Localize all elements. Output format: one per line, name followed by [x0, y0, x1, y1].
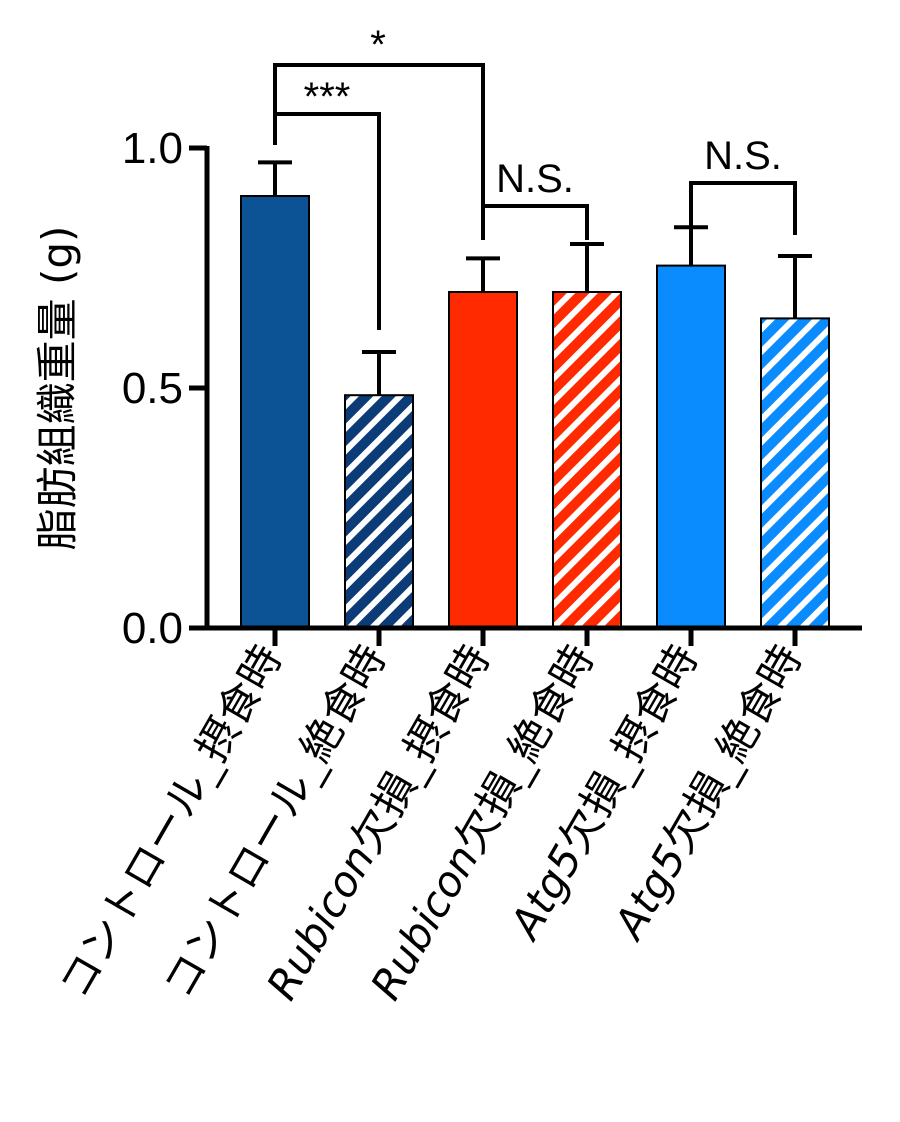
significance-label: *** [304, 75, 351, 119]
significance-bracket [689, 181, 797, 235]
bar [240, 195, 310, 629]
significance-bracket [273, 63, 485, 240]
bar [448, 291, 518, 629]
y-axis-label: 脂肪組織重量 (g) [33, 226, 82, 551]
significance-label: N.S. [496, 157, 574, 201]
significance-bracket [481, 204, 589, 240]
axes-layer: 0.0 0.5 1.0 [122, 124, 862, 653]
bar [344, 394, 414, 630]
significance-label: N.S. [704, 134, 782, 178]
y-tick-label: 0.0 [122, 604, 183, 653]
significance-layer: ****N.S.N.S. [273, 23, 797, 330]
category-labels: コントロール_摂食時コントロール_絶食時Rubicon欠損_摂食時Rubicon… [50, 637, 812, 1008]
bar [760, 317, 830, 629]
category-label: Atg5欠損_絶食時 [603, 637, 812, 950]
category-label: Atg5欠損_摂食時 [499, 637, 708, 950]
y-tick-label: 0.5 [122, 364, 183, 413]
bar [552, 291, 622, 629]
bar [656, 264, 726, 629]
y-tick-label: 1.0 [122, 124, 183, 173]
bars-layer [240, 160, 830, 630]
significance-label: * [370, 23, 386, 67]
